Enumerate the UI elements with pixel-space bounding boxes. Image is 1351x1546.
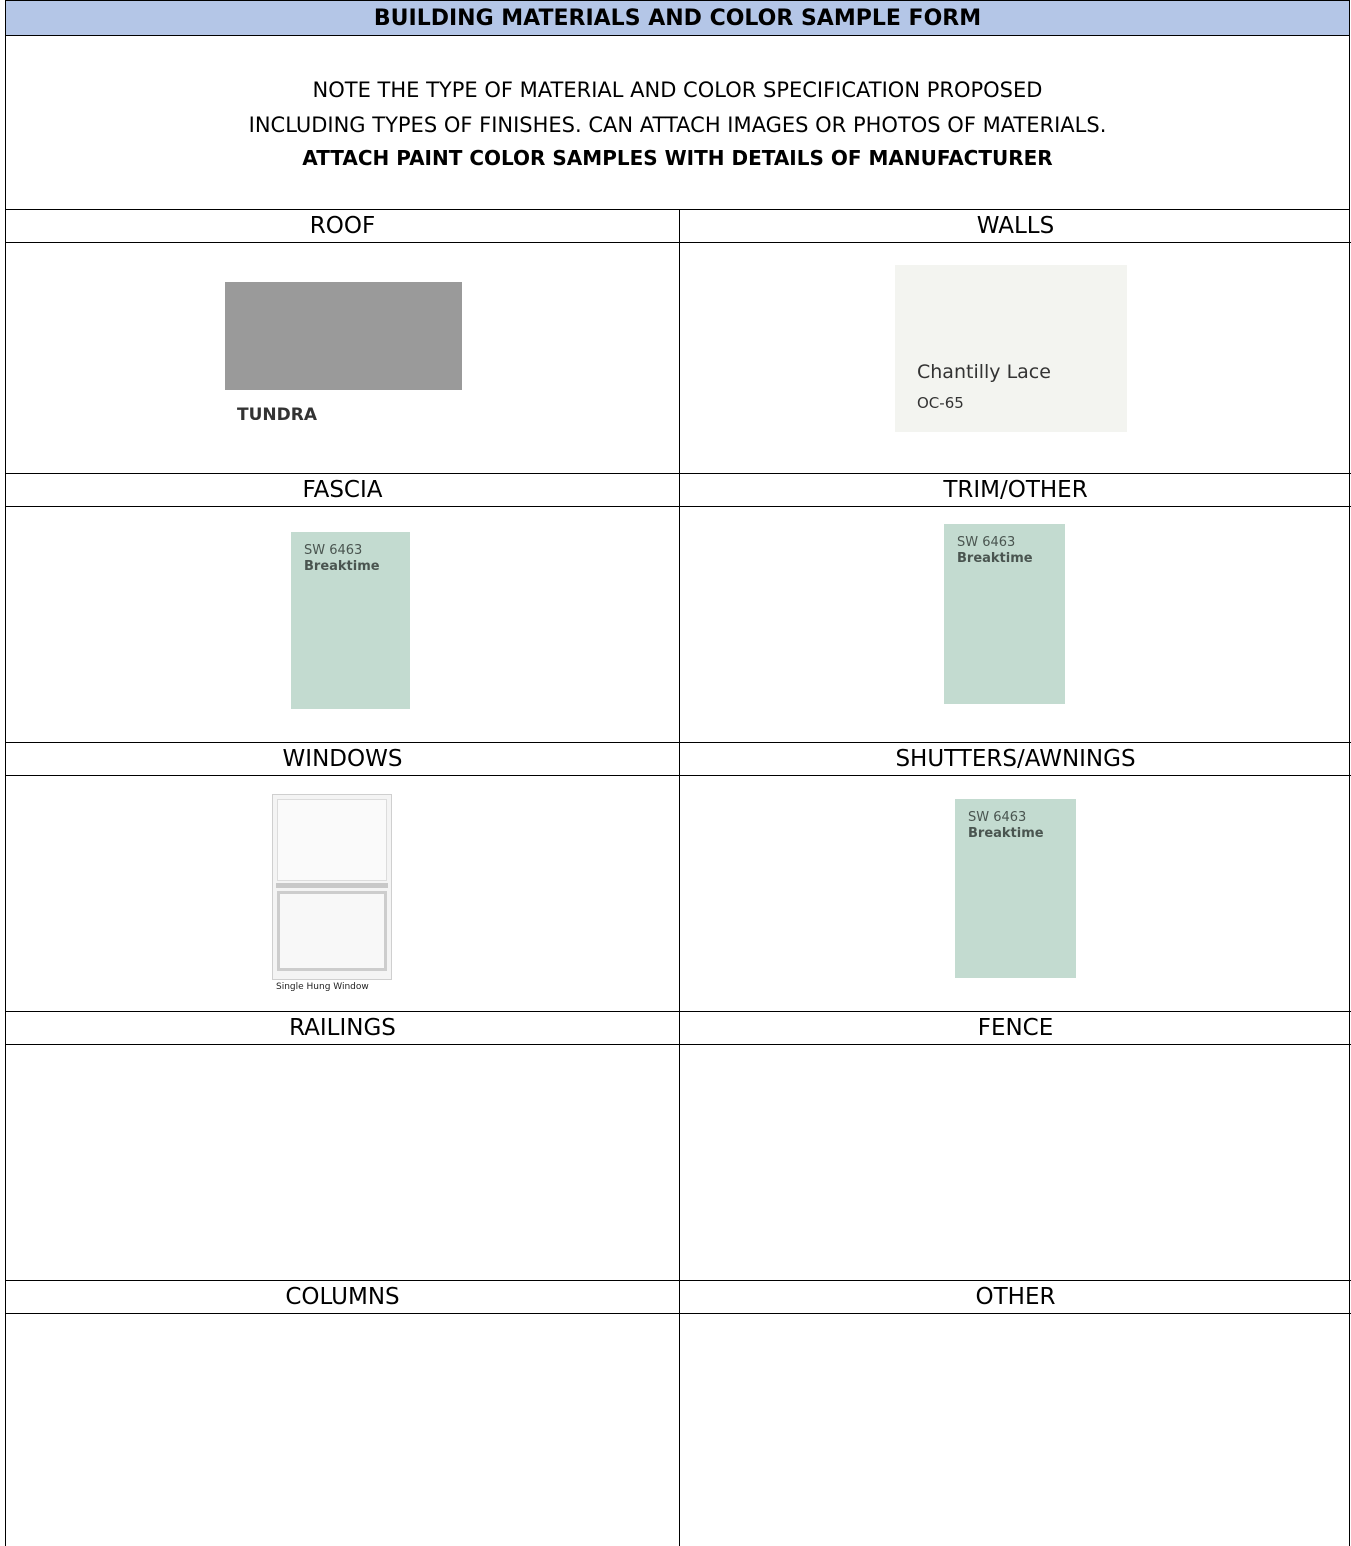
trim-color-swatch: SW 6463 Breaktime xyxy=(944,524,1065,704)
columns-cell[interactable] xyxy=(6,1314,679,1546)
roof-cell[interactable]: TUNDRA xyxy=(6,243,679,474)
window-caption: Single Hung Window xyxy=(276,982,369,992)
walls-color-name: Chantilly Lace xyxy=(917,361,1051,383)
trim-cell[interactable]: SW 6463 Breaktime xyxy=(680,507,1351,743)
instruction-line-2: INCLUDING TYPES OF FINISHES. CAN ATTACH … xyxy=(248,113,1107,137)
roof-color-name: TUNDRA xyxy=(237,405,317,425)
instruction-line-1: NOTE THE TYPE OF MATERIAL AND COLOR SPEC… xyxy=(312,78,1043,102)
trim-color-code: SW 6463 xyxy=(957,535,1016,550)
fascia-color-code: SW 6463 xyxy=(304,543,363,558)
shutters-label: SHUTTERS/AWNINGS xyxy=(680,743,1351,776)
other-cell[interactable] xyxy=(680,1314,1351,1546)
trim-color-name: Breaktime xyxy=(957,551,1033,566)
walls-label: WALLS xyxy=(680,210,1351,243)
window-upper-sash xyxy=(277,799,387,881)
trim-label: TRIM/OTHER xyxy=(680,474,1351,507)
windows-label: WINDOWS xyxy=(6,743,679,776)
form-title: BUILDING MATERIALS AND COLOR SAMPLE FORM xyxy=(6,0,1349,36)
window-meeting-rail xyxy=(276,883,388,888)
railings-label: RAILINGS xyxy=(6,1012,679,1045)
walls-color-code: OC-65 xyxy=(917,394,964,412)
shutters-color-name: Breaktime xyxy=(968,826,1044,841)
fascia-cell[interactable]: SW 6463 Breaktime xyxy=(6,507,679,743)
walls-color-swatch: Chantilly Lace OC-65 xyxy=(895,265,1127,432)
shutters-color-swatch: SW 6463 Breaktime xyxy=(955,799,1076,978)
columns-label: COLUMNS xyxy=(6,1281,679,1314)
walls-cell[interactable]: Chantilly Lace OC-65 xyxy=(680,243,1351,474)
window-image xyxy=(272,794,392,980)
materials-form: BUILDING MATERIALS AND COLOR SAMPLE FORM… xyxy=(5,0,1351,1546)
railings-cell[interactable] xyxy=(6,1045,679,1281)
fascia-label: FASCIA xyxy=(6,474,679,507)
fence-label: FENCE xyxy=(680,1012,1351,1045)
instruction-line-3: ATTACH PAINT COLOR SAMPLES WITH DETAILS … xyxy=(302,146,1053,170)
window-lower-sash xyxy=(277,891,387,971)
instructions-box: NOTE THE TYPE OF MATERIAL AND COLOR SPEC… xyxy=(6,36,1349,210)
roof-label: ROOF xyxy=(6,210,679,243)
column-divider xyxy=(679,210,680,1546)
fence-cell[interactable] xyxy=(680,1045,1351,1281)
windows-cell[interactable]: Single Hung Window xyxy=(6,776,679,1012)
fascia-color-name: Breaktime xyxy=(304,559,380,574)
fascia-color-swatch: SW 6463 Breaktime xyxy=(291,532,410,709)
other-label: OTHER xyxy=(680,1281,1351,1314)
shutters-cell[interactable]: SW 6463 Breaktime xyxy=(680,776,1351,1012)
shutters-color-code: SW 6463 xyxy=(968,810,1027,825)
roof-color-swatch xyxy=(225,282,462,390)
